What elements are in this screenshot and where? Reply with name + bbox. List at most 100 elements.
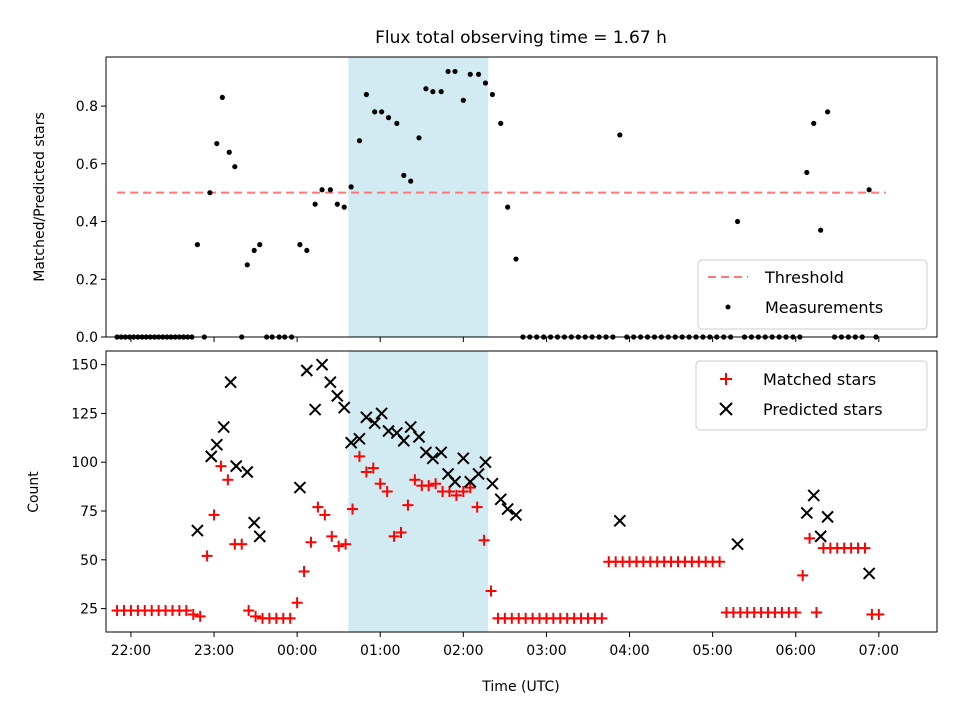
measurement-point xyxy=(818,227,824,233)
predicted-star-marker xyxy=(353,432,366,446)
matched-star-marker xyxy=(443,486,455,497)
measurement-point xyxy=(811,120,817,126)
measurement-point xyxy=(445,68,451,75)
measurement-point xyxy=(226,149,232,155)
x-tick-label: 23:00 xyxy=(194,643,234,659)
measurement-point xyxy=(297,242,303,248)
matched-star-marker xyxy=(360,466,372,478)
x-tick-label: 22:00 xyxy=(111,643,151,659)
x-tick-label: 00:00 xyxy=(277,643,317,659)
predicted-star-marker xyxy=(472,467,485,481)
measurement-point xyxy=(251,247,257,254)
predicted-star-marker xyxy=(241,465,254,479)
predicted-star-marker xyxy=(360,411,373,424)
predicted-star-marker xyxy=(205,450,218,463)
predicted-star-marker xyxy=(814,530,827,543)
matched-star-marker xyxy=(347,503,359,515)
matched-star-marker xyxy=(222,474,234,486)
bottom-x-ticks: 22:00 23:00 00:00 01:00 02:00 03:00 04:00 05:00… xyxy=(111,632,899,659)
x-tick-label: 02:00 xyxy=(443,643,483,659)
measurement-point xyxy=(452,68,458,75)
measurement-point xyxy=(460,97,466,103)
matched-star-marker xyxy=(430,478,442,490)
matched-star-marker xyxy=(409,474,421,486)
predicted-star-marker xyxy=(293,481,307,494)
matched-star-marker xyxy=(464,482,476,494)
x-tick-label: 07:00 xyxy=(859,643,899,659)
matched-star-marker xyxy=(388,530,400,542)
measurement-point xyxy=(312,201,318,207)
top-chart-title: Flux total observing time = 1.67 h xyxy=(375,28,667,48)
predicted-star-marker xyxy=(191,524,204,537)
predicted-star-marker xyxy=(426,452,440,465)
measurement-point xyxy=(416,135,422,141)
measurement-point xyxy=(327,187,333,193)
measurement-point xyxy=(467,71,473,77)
measurement-point xyxy=(341,204,347,210)
legend-predicted-swatch xyxy=(719,402,733,416)
matched-star-marker xyxy=(187,608,199,620)
measurement-point xyxy=(438,89,444,95)
top-observing-window xyxy=(348,57,489,337)
measurement-point xyxy=(379,109,385,115)
top-x-ticks xyxy=(130,337,880,342)
legend-measurements-swatch xyxy=(725,304,731,310)
measurement-point xyxy=(257,242,263,248)
legend-measurements-label: Measurements xyxy=(765,298,883,317)
matched-star-marker xyxy=(457,486,469,497)
matched-star-marker xyxy=(353,450,365,462)
matched-star-marker xyxy=(811,606,823,618)
predicted-star-marker xyxy=(229,459,243,473)
top-y-axis-label: Matched/Predicted stars xyxy=(32,112,48,282)
measurement-point xyxy=(804,169,810,176)
measurement-point xyxy=(482,80,489,86)
measurement-point xyxy=(498,120,504,126)
y-tick-label: 125 xyxy=(71,406,98,422)
measurement-point xyxy=(513,256,519,262)
matched-star-marker xyxy=(180,605,192,617)
y-tick-label: 75 xyxy=(80,504,98,520)
measurement-point xyxy=(334,201,340,207)
predicted-star-marker xyxy=(331,389,344,403)
measurement-point xyxy=(617,132,623,138)
predicted-star-marker xyxy=(479,456,492,469)
matched-star-marker xyxy=(395,526,407,538)
matched-star-marker xyxy=(236,538,248,550)
bottom-legend-box xyxy=(695,360,928,431)
matched-star-marker xyxy=(340,538,352,550)
legend-matched-label: Matched stars xyxy=(763,370,876,389)
matched-star-marker xyxy=(714,556,726,568)
predicted-star-marker xyxy=(324,376,337,389)
measurement-point xyxy=(408,178,414,184)
matched-star-markers xyxy=(111,450,885,624)
matched-star-marker xyxy=(201,550,213,562)
measurement-point xyxy=(244,262,250,268)
matched-star-marker xyxy=(804,532,816,544)
matched-star-marker xyxy=(873,608,885,620)
measurement-point xyxy=(207,190,213,196)
matched-star-marker xyxy=(485,585,497,597)
measurement-point xyxy=(232,164,238,170)
top-panel: Flux total observing time = 1.67 h Match… xyxy=(32,28,938,346)
predicted-star-marker xyxy=(217,420,230,434)
y-tick-label: 25 xyxy=(80,602,98,618)
matched-star-marker xyxy=(194,610,206,622)
matched-star-marker xyxy=(402,499,414,511)
top-axes-frame xyxy=(105,56,938,338)
measurement-point xyxy=(430,89,436,95)
matched-star-marker xyxy=(243,605,255,617)
predicted-star-marker xyxy=(821,510,834,524)
matched-star-marker xyxy=(333,540,345,552)
matched-star-marker xyxy=(326,530,338,542)
matched-star-marker xyxy=(381,486,393,497)
matched-star-marker xyxy=(298,566,310,578)
x-axis-label: Time (UTC) xyxy=(481,679,559,695)
measurement-point xyxy=(734,218,741,225)
measurement-point xyxy=(866,187,872,193)
y-tick-label: 0.4 xyxy=(76,215,98,231)
matched-star-marker xyxy=(471,501,483,513)
matched-star-marker xyxy=(859,542,871,554)
measurement-point xyxy=(824,109,831,115)
y-tick-label: 0.6 xyxy=(76,157,98,173)
matched-star-marker xyxy=(284,612,296,624)
